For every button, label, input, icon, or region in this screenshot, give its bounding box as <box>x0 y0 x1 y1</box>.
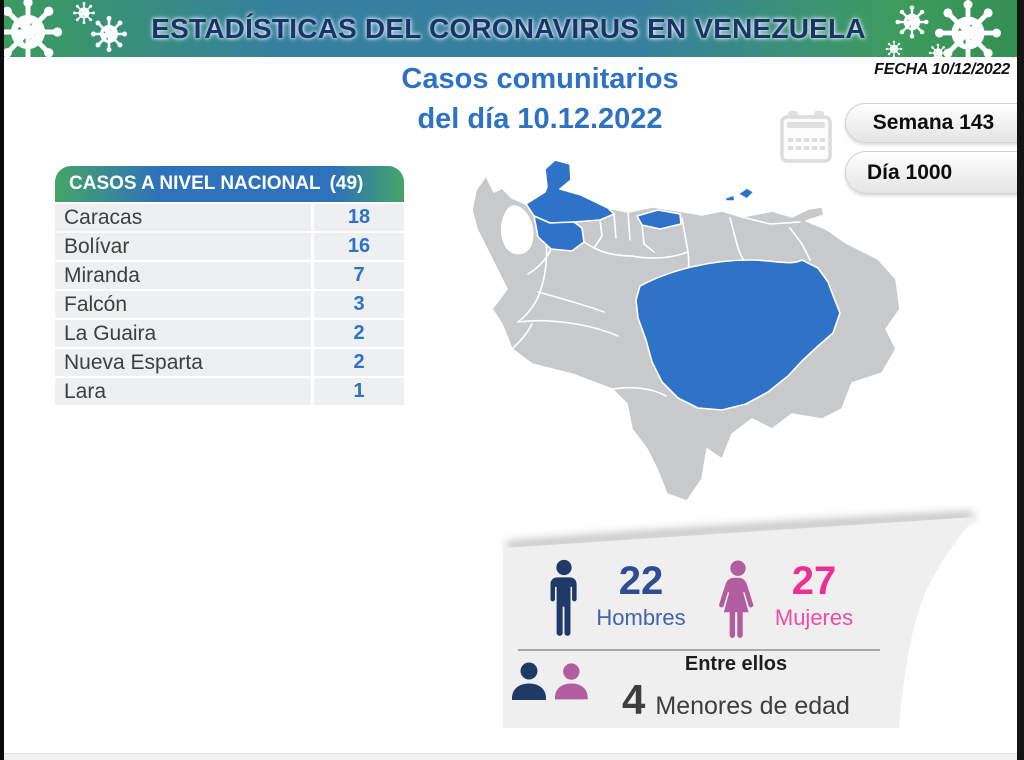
men-stat: 22 Hombres <box>595 560 687 631</box>
subtitle-line1: Casos comunitarios <box>401 63 679 95</box>
table-row: La Guaira 2 <box>55 320 404 347</box>
state-cases: 18 <box>314 204 404 231</box>
state-falcon <box>525 159 615 224</box>
men-count: 22 <box>618 559 664 603</box>
state-name: Nueva Esparta <box>55 349 311 376</box>
panel-divider <box>518 649 880 651</box>
state-cases: 16 <box>314 233 404 260</box>
table-header: CASOS A NIVEL NACIONAL (49) <box>55 166 404 202</box>
boy-bust-icon <box>512 662 546 700</box>
state-name: Caracas <box>55 204 311 231</box>
state-borders <box>511 203 811 397</box>
state-cases: 7 <box>314 262 404 289</box>
state-cases: 2 <box>314 320 404 347</box>
table-title: CASOS A NIVEL NACIONAL <box>69 173 321 194</box>
bottom-frame-strip <box>0 753 1024 760</box>
page-title: ESTADÍSTICAS DEL CORONAVIRUS EN VENEZUEL… <box>151 12 866 44</box>
table-row: Falcón 3 <box>55 291 404 318</box>
state-name: Lara <box>55 378 311 405</box>
women-count: 27 <box>791 559 837 603</box>
table-row: Bolívar 16 <box>55 233 404 260</box>
calendar-icon <box>780 111 832 163</box>
lake-maracaibo <box>500 205 534 255</box>
state-name: Bolívar <box>55 233 311 260</box>
minors-icons <box>512 662 588 700</box>
state-name: Miranda <box>55 262 311 289</box>
man-icon <box>550 559 577 636</box>
state-name: La Guaira <box>55 320 311 347</box>
table-row: Miranda 7 <box>55 262 404 289</box>
state-nueva-esparta <box>724 187 755 202</box>
minors-stat: Entre ellos 4 Menores de edad <box>608 653 864 724</box>
table-row: Lara 1 <box>55 378 404 405</box>
table-row: Caracas 18 <box>55 204 404 231</box>
woman-icon <box>719 560 754 638</box>
state-bolivar <box>635 259 841 411</box>
day-badge: Día 1000 <box>845 151 1024 194</box>
table-row: Nueva Esparta 2 <box>55 349 404 376</box>
girl-bust-icon <box>555 663 588 700</box>
right-frame-edge <box>1017 0 1024 760</box>
national-cases-table: CASOS A NIVEL NACIONAL (49) Caracas 18 Bo… <box>55 166 404 405</box>
state-cases: 2 <box>314 349 404 376</box>
top-banner: ESTADÍSTICAS DEL CORONAVIRUS EN VENEZUEL… <box>0 0 1017 57</box>
women-label: Mujeres <box>774 605 854 630</box>
state-cases: 3 <box>314 291 404 318</box>
minors-intro: Entre ellos <box>684 653 788 675</box>
week-badge: Semana 143 <box>845 103 1021 143</box>
state-lara <box>533 215 585 252</box>
women-stat: 27 Mujeres <box>768 560 860 631</box>
state-miranda <box>636 209 682 230</box>
venezuela-map <box>471 159 901 502</box>
date-label: FECHA 10/12/2022 <box>874 61 1010 78</box>
subtitle-line2: del día 10.12.2022 <box>417 103 663 135</box>
minors-label: Menores de edad <box>655 692 850 720</box>
state-name: Falcón <box>55 291 311 318</box>
subtitle: Casos comunitarios del día 10.12.2022 <box>300 62 780 136</box>
table-total: (49) <box>329 173 364 194</box>
men-label: Hombres <box>596 605 686 630</box>
minors-count: 4 <box>622 676 646 723</box>
left-frame-edge <box>0 0 4 760</box>
state-cases: 1 <box>314 378 404 405</box>
